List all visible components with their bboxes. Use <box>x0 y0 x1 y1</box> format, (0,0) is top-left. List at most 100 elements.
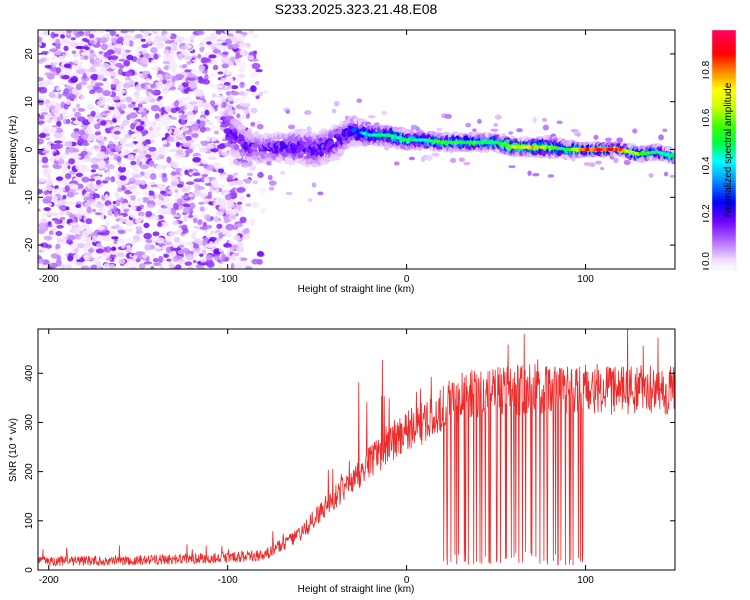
heatmap-cell <box>253 50 258 55</box>
heatmap-cell <box>126 244 131 248</box>
heatmap-cell <box>648 172 654 178</box>
heatmap-cell <box>180 106 185 111</box>
heatmap-cell <box>103 85 110 90</box>
heatmap-cell <box>218 264 223 268</box>
heatmap-cell <box>152 258 159 263</box>
heatmap-cell <box>168 185 177 191</box>
heatmap-cell <box>233 264 243 269</box>
heatmap-cell <box>42 124 50 130</box>
heatmap-cell <box>165 237 173 242</box>
heatmap-cell <box>192 260 197 264</box>
heatmap-cell <box>128 142 135 148</box>
heatmap-cell <box>199 147 208 153</box>
heatmap-cell <box>93 145 100 149</box>
heatmap-cell <box>177 97 187 103</box>
heatmap-cell <box>112 118 117 123</box>
heatmap-cell <box>63 45 69 52</box>
heatmap-cell <box>43 190 50 195</box>
heatmap-cell <box>62 166 69 172</box>
heatmap-cell <box>165 55 175 61</box>
heatmap-cell <box>209 100 216 106</box>
heatmap-cell <box>180 45 187 50</box>
heatmap-cell <box>87 254 93 258</box>
heatmap-cell <box>287 124 296 130</box>
heatmap-cell <box>182 203 191 208</box>
heatmap-cell <box>69 183 76 187</box>
heatmap-cell <box>107 230 116 235</box>
heatmap-cell <box>123 60 131 67</box>
heatmap-cell <box>218 205 227 210</box>
heatmap-cell <box>137 103 143 108</box>
heatmap-cell <box>60 34 66 39</box>
heatmap-cell <box>40 107 49 112</box>
heatmap-cell <box>135 218 142 224</box>
heatmap-cell <box>166 136 175 142</box>
heatmap-cell <box>114 224 120 229</box>
heatmap-cell <box>213 255 219 261</box>
heatmap-cell <box>226 203 233 210</box>
heatmap-cell <box>165 202 174 208</box>
heatmap-cell <box>170 116 178 120</box>
heatmap-cell <box>97 225 106 231</box>
heatmap-cell <box>136 121 141 126</box>
heatmap-cell <box>62 91 68 97</box>
heatmap-cell <box>250 107 258 114</box>
heatmap-cell <box>102 33 112 37</box>
heatmap-cell <box>84 201 92 208</box>
heatmap-cell <box>39 264 47 269</box>
heatmap-cell <box>188 101 198 105</box>
heatmap-cell <box>191 69 198 75</box>
heatmap-cell <box>604 137 612 142</box>
heatmap-cell <box>41 223 47 231</box>
heatmap-cell <box>149 169 156 173</box>
heatmap-cell <box>38 189 43 195</box>
heatmap-cell <box>200 57 209 64</box>
heatmap-cell <box>71 208 78 215</box>
heatmap-cell <box>50 31 56 39</box>
heatmap-cell <box>70 243 78 250</box>
heatmap-cell <box>205 254 213 261</box>
heatmap-cell <box>61 152 66 159</box>
heatmap-cell <box>117 237 124 243</box>
heatmap-cell <box>238 61 246 69</box>
heatmap-cell <box>184 169 189 176</box>
heatmap-cell <box>98 207 107 214</box>
heatmap-cell <box>73 111 82 118</box>
heatmap-cell <box>90 73 99 81</box>
heatmap-cell <box>101 251 108 257</box>
heatmap-cell <box>121 245 126 249</box>
heatmap-cell <box>192 250 200 258</box>
heatmap-cell <box>134 84 143 92</box>
heatmap-cell <box>125 70 132 77</box>
heatmap-cell <box>119 89 126 94</box>
heatmap-cell <box>252 180 258 185</box>
heatmap-cell <box>72 148 80 153</box>
heatmap-cell <box>55 49 62 56</box>
heatmap-cell <box>206 41 212 45</box>
heatmap-cell <box>170 181 179 187</box>
heatmap-cell <box>58 199 64 204</box>
heatmap-cell <box>182 206 192 214</box>
heatmap-cell <box>59 216 66 221</box>
heatmap-cell <box>70 250 76 254</box>
heatmap-cell <box>174 37 182 43</box>
heatmap-cell <box>262 90 269 94</box>
heatmap-cell <box>47 187 56 192</box>
heatmap-cell <box>81 176 90 183</box>
heatmap-cell <box>89 66 96 73</box>
heatmap-cell <box>86 103 93 111</box>
heatmap-cell <box>198 266 205 269</box>
heatmap-cell <box>54 219 62 225</box>
heatmap-cell <box>159 185 166 192</box>
heatmap-cell <box>209 73 219 78</box>
heatmap-cell <box>224 193 232 201</box>
heatmap-cell <box>72 107 77 112</box>
heatmap-cell <box>124 49 131 53</box>
heatmap-cell <box>107 112 113 116</box>
heatmap-cell <box>106 97 114 104</box>
heatmap-cell <box>56 86 61 92</box>
heatmap-cell <box>150 104 160 112</box>
heatmap-cell <box>632 128 638 134</box>
heatmap-cell <box>230 35 238 43</box>
heatmap-cell <box>44 79 53 85</box>
